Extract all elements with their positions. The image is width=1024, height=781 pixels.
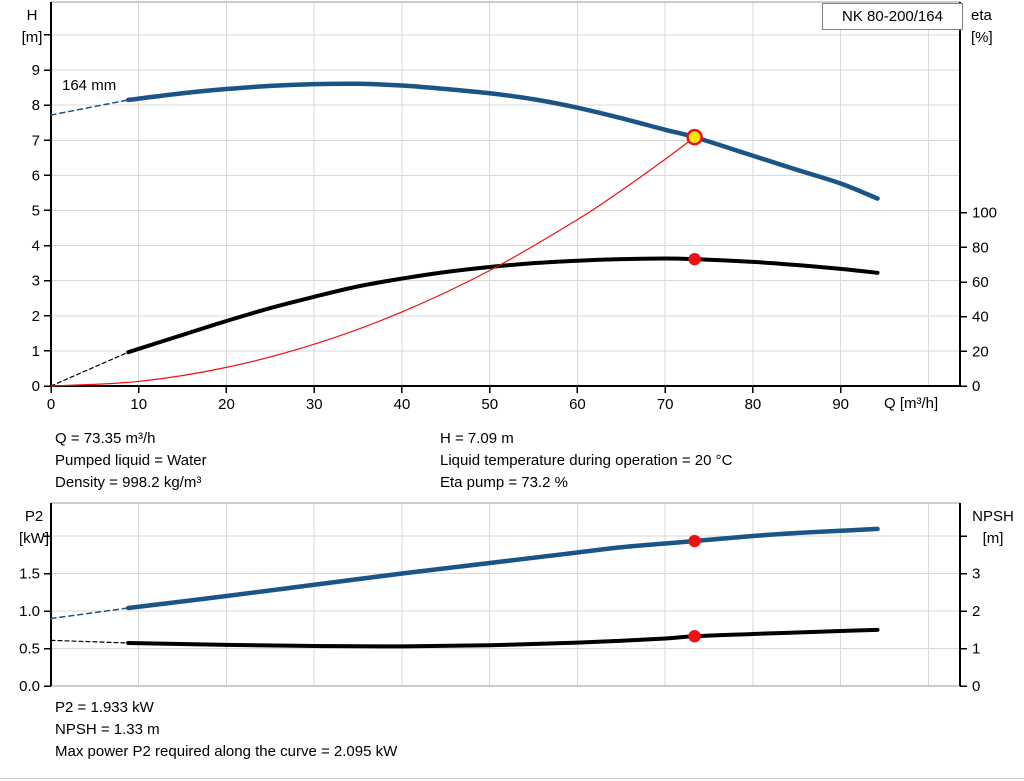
- head-axis-title: H [m]: [12, 5, 52, 49]
- flow-axis-title: Q [m³/h]: [884, 395, 939, 412]
- tick-label: 40: [972, 309, 989, 326]
- npsh-duty-point[interactable]: [688, 630, 701, 643]
- efficiency-duty-point[interactable]: [688, 252, 701, 266]
- tick-label: 100: [972, 205, 997, 222]
- eta-pump-text: Eta pump = 73.2 %: [440, 474, 568, 491]
- head-value-text: H = 7.09 m: [440, 430, 514, 447]
- pump-model-badge: NK 80-200/164: [822, 3, 963, 30]
- npsh-axis-title: NPSH [m]: [964, 506, 1022, 550]
- tick-label: 20: [218, 396, 235, 413]
- tick-label: 0.5: [19, 641, 40, 658]
- system-curve: [50, 136, 696, 387]
- tick-label: 0: [972, 678, 980, 695]
- tick-label: 1.5: [19, 566, 40, 583]
- head-curve-extrapolation: [50, 99, 129, 116]
- npsh-curve-extrapolation: [50, 639, 129, 644]
- duty-point[interactable]: [686, 128, 703, 146]
- tick-label: 80: [745, 396, 762, 413]
- efficiency-curve: [126, 256, 880, 355]
- p2-duty-point[interactable]: [688, 534, 701, 548]
- eta-axis-unit: [%]: [971, 29, 993, 46]
- tick-label: 1.0: [19, 603, 40, 620]
- tick-label: 0.0: [19, 678, 40, 695]
- tick-label: 1: [972, 641, 980, 658]
- p2-curve: [125, 526, 880, 611]
- tick-label: 4: [32, 238, 40, 255]
- max-power-text: Max power P2 required along the curve = …: [55, 743, 398, 760]
- tick-label: 60: [972, 274, 989, 291]
- tick-label: 60: [569, 396, 586, 413]
- impeller-diameter-label: 164 mm: [62, 77, 117, 94]
- npsh-value-text: NPSH = 1.33 m: [55, 721, 160, 738]
- tick-label: 80: [972, 239, 989, 256]
- tick-label: 3: [972, 566, 980, 583]
- duty-info-right: H = 7.09 m Liquid temperature during ope…: [440, 428, 732, 494]
- tick-label: 6: [32, 167, 40, 184]
- tick-label: 20: [972, 343, 989, 360]
- eta-axis-title-line1: eta: [971, 7, 992, 24]
- pumped-liquid-text: Pumped liquid = Water: [55, 452, 207, 469]
- tick-label: 5: [32, 202, 40, 219]
- tick-label: 0: [972, 378, 980, 395]
- tick-label: 50: [481, 396, 498, 413]
- head-axis-title-line1: H: [26, 7, 38, 24]
- tick-label: 40: [394, 396, 411, 413]
- efficiency-curve-extrapolation: [50, 351, 129, 387]
- tick-label: 7: [32, 132, 40, 149]
- flow-value-text: Q = 73.35 m³/h: [55, 430, 156, 447]
- tick-label: 70: [657, 396, 674, 413]
- tick-label: 90: [832, 396, 849, 413]
- p2-value-text: P2 = 1.933 kW: [55, 699, 154, 716]
- duty-info-left: Q = 73.35 m³/h Pumped liquid = Water Den…: [55, 428, 207, 494]
- tick-label: 30: [306, 396, 323, 413]
- tick-label: 10: [130, 396, 147, 413]
- tick-label: 2: [32, 308, 40, 325]
- tick-label: 3: [32, 273, 40, 290]
- p2-axis-title: P2 [kW]: [12, 506, 56, 550]
- eta-axis-title: eta [%]: [971, 5, 1023, 49]
- tick-label: 8: [32, 97, 40, 114]
- liquid-temperature-text: Liquid temperature during operation = 20…: [440, 452, 733, 469]
- power-info-block: P2 = 1.933 kW NPSH = 1.33 m Max power P2…: [55, 697, 397, 763]
- head-curve-164mm: [125, 81, 880, 201]
- tick-label: 0: [47, 396, 55, 413]
- tick-label: 0: [32, 378, 40, 395]
- npsh-axis-unit: [m]: [982, 530, 1004, 547]
- p2-axis-unit: [kW]: [19, 530, 49, 547]
- tick-label: 1: [32, 343, 40, 360]
- tick-label: 2: [972, 603, 980, 620]
- head-axis-unit: [m]: [21, 29, 43, 46]
- density-text: Density = 998.2 kg/m³: [55, 474, 202, 491]
- tick-label: 9: [32, 62, 40, 79]
- npsh-curve: [126, 627, 880, 649]
- p2-axis-title-line1: P2: [24, 508, 44, 525]
- npsh-axis-title-line1: NPSH: [972, 508, 1014, 525]
- p2-curve-extrapolation: [50, 607, 129, 620]
- panel-bottom-divider: [0, 778, 1024, 779]
